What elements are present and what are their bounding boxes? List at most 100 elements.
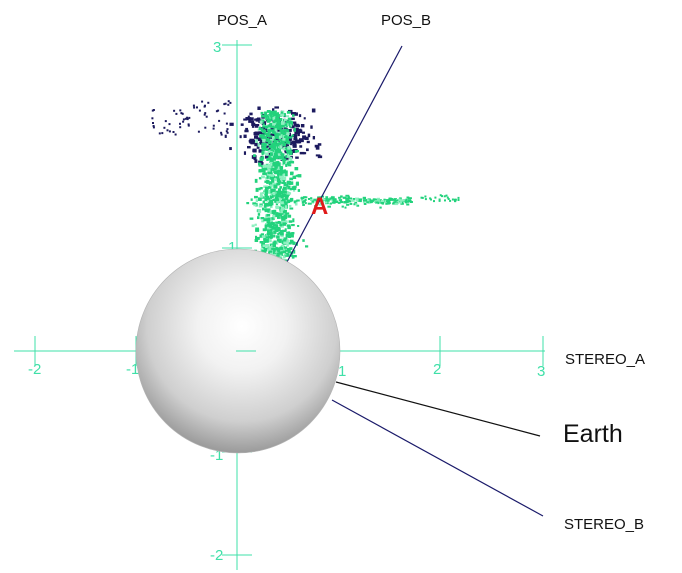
- cloud-point: [300, 124, 305, 128]
- cloud-point: [287, 253, 290, 256]
- cloud-point: [259, 134, 263, 138]
- cloud-point: [287, 153, 291, 158]
- cloud-point: [254, 159, 258, 163]
- cloud-point: [269, 129, 274, 132]
- cloud-point: [259, 241, 264, 244]
- cloud-point: [260, 111, 264, 115]
- cloud-point: [258, 131, 263, 135]
- cloud-point: [286, 162, 290, 166]
- cloud-point: [278, 240, 282, 243]
- x-tick-label: 3: [537, 363, 545, 380]
- cloud-point: [295, 156, 299, 159]
- cloud-point: [271, 210, 275, 213]
- cloud-point: [269, 225, 274, 229]
- cloud-point: [266, 218, 270, 221]
- cloud-point: [295, 123, 299, 127]
- cloud-point: [267, 141, 271, 145]
- cloud-point: [438, 199, 441, 202]
- cloud-point: [275, 205, 280, 210]
- cloud-point: [255, 124, 260, 127]
- cloud-point: [279, 232, 284, 236]
- cloud-point: [265, 148, 268, 151]
- cloud-point: [274, 165, 278, 169]
- cloud-point: [262, 138, 266, 143]
- cloud-point: [263, 218, 268, 222]
- cloud-point: [270, 222, 275, 225]
- cloud-point: [283, 186, 287, 191]
- cloud-point: [271, 194, 275, 197]
- cloud-point: [286, 224, 291, 227]
- cloud-point: [343, 201, 348, 203]
- cloud-point: [278, 151, 283, 155]
- cloud-point: [262, 244, 267, 248]
- cloud-point: [325, 196, 329, 199]
- cloud-point: [312, 136, 316, 140]
- cloud-point: [270, 188, 275, 192]
- cloud-point: [288, 232, 293, 236]
- cloud-point: [380, 201, 385, 204]
- cloud-point: [273, 185, 278, 189]
- cloud-point: [453, 198, 456, 201]
- cloud-point: [279, 128, 282, 133]
- cloud-point: [345, 197, 350, 200]
- cloud-point: [283, 215, 286, 218]
- cloud-point: [250, 142, 255, 145]
- cloud-point: [352, 198, 356, 200]
- cloud-point: [187, 124, 190, 127]
- cloud-point: [266, 138, 269, 142]
- cloud-point: [358, 198, 363, 201]
- cloud-point: [278, 142, 281, 146]
- cloud-point: [273, 110, 277, 114]
- cloud-point: [265, 144, 270, 148]
- cloud-point: [273, 153, 278, 157]
- cloud-point: [292, 121, 297, 124]
- cloud-point: [383, 198, 386, 201]
- cloud-point: [286, 199, 291, 204]
- cloud-point: [261, 220, 265, 223]
- cloud-point: [188, 116, 191, 119]
- cloud-point: [286, 129, 290, 133]
- cloud-point: [295, 182, 300, 186]
- cloud-point: [253, 157, 257, 161]
- y-tick-label: 3: [213, 39, 221, 56]
- cloud-point: [265, 143, 269, 146]
- cloud-point: [278, 123, 282, 128]
- cloud-point: [254, 178, 258, 183]
- cloud-point: [152, 109, 155, 111]
- cloud-point: [293, 249, 296, 254]
- cloud-point: [434, 196, 437, 199]
- cloud-point: [272, 120, 276, 124]
- cloud-point: [302, 239, 305, 242]
- cloud-point: [429, 197, 432, 200]
- cloud-point: [269, 210, 272, 214]
- cloud-point: [247, 146, 251, 149]
- cloud-point: [253, 154, 256, 158]
- cloud-point: [272, 108, 275, 111]
- cloud-point: [446, 196, 449, 199]
- cloud-point: [454, 198, 457, 201]
- cloud-point: [264, 202, 267, 206]
- cloud-point: [393, 198, 397, 201]
- cloud-point: [270, 122, 273, 126]
- cloud-point: [288, 164, 292, 167]
- cloud-point: [254, 142, 258, 147]
- cloud-point: [258, 197, 262, 201]
- cloud-point: [275, 119, 279, 123]
- cloud-point: [263, 204, 267, 208]
- cloud-point: [270, 231, 275, 234]
- cloud-point: [280, 156, 285, 159]
- cloud-point: [400, 202, 404, 205]
- cloud-point: [289, 207, 294, 210]
- cloud-point: [204, 104, 206, 107]
- cloud-point: [272, 116, 276, 120]
- cloud-point: [276, 254, 280, 257]
- cloud-point: [272, 175, 276, 180]
- cloud-point: [261, 175, 265, 179]
- cloud-point: [186, 116, 189, 119]
- cloud-point: [276, 201, 279, 204]
- cloud-point: [279, 238, 282, 243]
- cloud-point: [284, 205, 288, 210]
- cloud-point: [313, 198, 317, 201]
- cloud-point: [279, 252, 283, 257]
- cloud-point: [279, 206, 282, 211]
